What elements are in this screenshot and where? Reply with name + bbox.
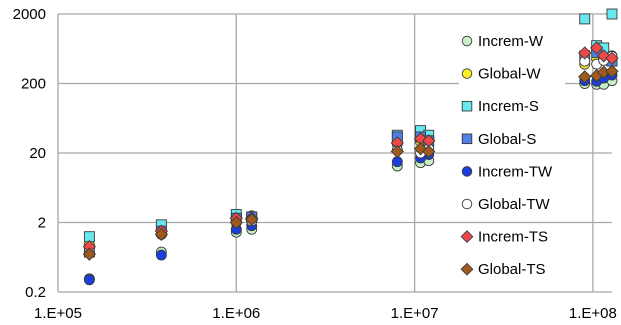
data-point-increm-ts: [590, 41, 604, 55]
legend-label: Global-TW: [478, 196, 551, 213]
data-point-global-ts: [605, 64, 619, 78]
data-point-global-ts: [245, 212, 259, 227]
legend-marker-increm-w: [461, 35, 473, 47]
legend-item-bg: [459, 257, 565, 282]
legend-label: Increm-W: [478, 33, 544, 50]
legend-item-bg: [459, 192, 565, 216]
legend-marker-global-ts: [460, 262, 474, 276]
legend-label: Global-S: [478, 131, 536, 148]
data-point-increm-tw: [155, 249, 167, 261]
x-tick-label: 1.E+05: [34, 305, 82, 322]
legend-label: Increm-S: [478, 98, 539, 115]
legend-marker-global-tw: [461, 198, 473, 210]
legend-marker-global-s: [461, 133, 473, 145]
legend-item-bg: [459, 29, 565, 53]
legend-label: Increm-TW: [478, 163, 553, 180]
data-point-global-ts: [229, 215, 243, 230]
y-tick-label: 2000: [13, 6, 46, 23]
legend-marker-global-w: [461, 68, 473, 79]
legend-marker-increm-tw: [461, 166, 473, 177]
y-tick-label: 20: [29, 145, 46, 162]
data-point-increm-s: [606, 8, 618, 20]
y-tick-label: 0.2: [25, 284, 46, 301]
legend-item-bg: [459, 94, 565, 119]
legend-label: Increm-TS: [478, 229, 548, 246]
data-point-increm-tw: [83, 274, 95, 286]
data-point-global-ts: [422, 144, 436, 159]
legend-label: Global-W: [478, 66, 541, 83]
y-tick-label: 200: [21, 76, 46, 93]
legend-item-bg: [459, 159, 565, 184]
legend-item-bg: [459, 61, 565, 86]
data-point-increm-s: [579, 13, 591, 25]
data-point-global-ts: [82, 247, 97, 261]
legend-label: Global-TS: [478, 261, 546, 278]
x-tick-label: 1.E+06: [212, 305, 260, 322]
legend-marker-increm-ts: [460, 230, 474, 244]
x-tick-label: 1.E+08: [569, 305, 617, 322]
data-point-global-ts: [390, 144, 404, 159]
legend-item-bg: [459, 224, 565, 249]
y-tick-label: 2: [38, 215, 46, 232]
data-point-increm-tw: [391, 156, 403, 168]
data-point-increm-ts: [578, 46, 592, 60]
legend-marker-increm-s: [461, 100, 473, 112]
data-point-global-ts: [154, 227, 169, 241]
data-point-global-ts: [578, 70, 592, 84]
data-point-increm-ts: [605, 51, 619, 65]
x-tick-label: 1.E+07: [391, 305, 439, 322]
legend-item-bg: [459, 126, 565, 151]
